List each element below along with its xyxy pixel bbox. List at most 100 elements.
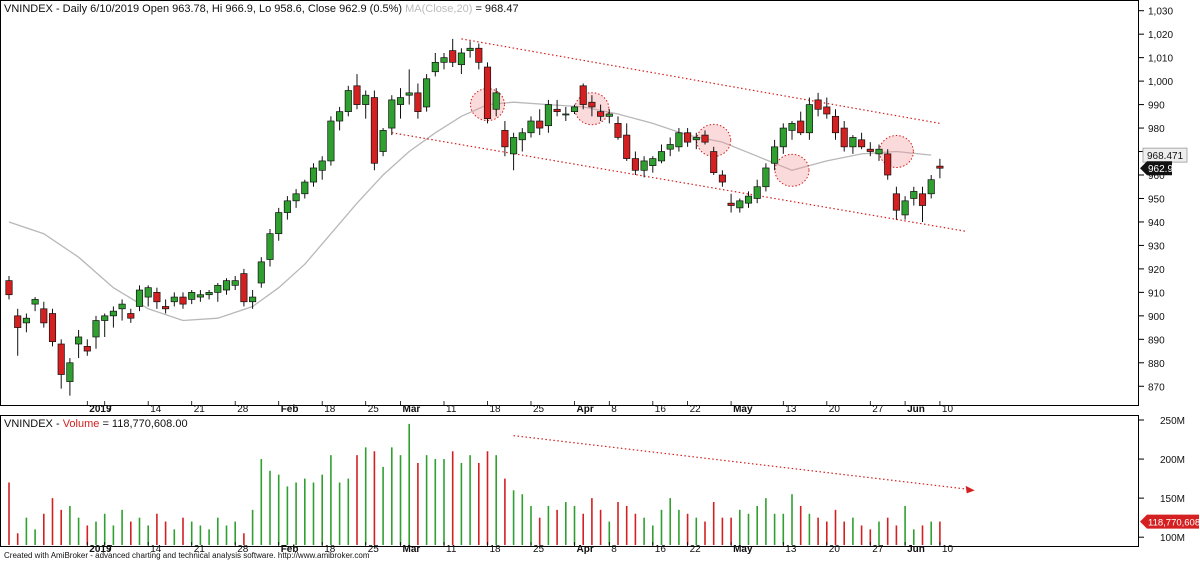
- volume-y-tick-label: 150M: [1160, 494, 1185, 505]
- candle-body: [657, 151, 666, 162]
- candle-body: [301, 181, 309, 195]
- candle: [840, 121, 848, 152]
- candle: [457, 48, 465, 75]
- candle-body: [214, 284, 222, 293]
- volume-header-symbol: VNINDEX -: [4, 418, 63, 430]
- candle: [414, 83, 422, 119]
- candle: [710, 146, 718, 176]
- price-x-tick-label: 16: [655, 404, 667, 415]
- candle: [762, 163, 770, 192]
- candle: [336, 106, 344, 131]
- candle: [318, 156, 326, 180]
- candle: [188, 290, 196, 305]
- candle: [249, 290, 257, 309]
- volume-x-tick-label: 25: [368, 544, 380, 555]
- candle-body: [275, 212, 283, 235]
- candlesticks: [5, 38, 944, 396]
- candle: [214, 282, 222, 302]
- candle-body: [640, 160, 648, 171]
- candle: [771, 139, 779, 171]
- candle: [823, 97, 831, 119]
- candle: [231, 275, 239, 291]
- candle: [396, 88, 405, 119]
- volume-x-tick-label: 22: [690, 544, 702, 555]
- price-x-tick-label: 2019: [89, 404, 112, 415]
- candle: [779, 123, 787, 154]
- candle: [266, 228, 274, 267]
- candle: [353, 74, 361, 110]
- candle: [405, 69, 413, 105]
- candle: [153, 287, 161, 309]
- candle-body: [292, 193, 300, 202]
- candle-body: [910, 191, 918, 199]
- price-x-tick-label: 22: [690, 404, 702, 415]
- candle: [858, 132, 866, 150]
- candle-body: [536, 120, 544, 129]
- candle: [83, 339, 91, 356]
- price-x-tick-label: 21: [194, 404, 206, 415]
- candle: [162, 299, 170, 314]
- price-panel-frame: [0, 0, 1139, 406]
- volume-header: VNINDEX - Volume = 118,770,608.00: [4, 418, 188, 430]
- price-x-tick-label: 13: [785, 404, 797, 415]
- candle: [849, 135, 857, 154]
- candle: [936, 158, 944, 179]
- candle: [666, 137, 674, 157]
- candle-body: [718, 174, 726, 183]
- candle: [483, 62, 492, 124]
- price-y-tick-label: 1,030: [1148, 7, 1173, 18]
- candle-body: [240, 273, 248, 303]
- price-y-tick-label: 950: [1148, 194, 1165, 205]
- candle: [309, 163, 318, 187]
- price-x-tick-label: 18: [324, 404, 336, 415]
- candle-body: [231, 280, 239, 286]
- price-x-tick-label: Jun: [907, 404, 925, 415]
- candle: [31, 297, 39, 312]
- price-x-tick-label: 20: [829, 404, 841, 415]
- price-y-tick-label: 930: [1148, 241, 1165, 252]
- candle: [788, 121, 796, 140]
- candle: [257, 257, 265, 288]
- candle-body: [823, 106, 831, 115]
- candle-body: [31, 299, 39, 305]
- volume-panel-frame: [0, 415, 1139, 547]
- candle: [918, 186, 927, 222]
- candle: [75, 329, 83, 359]
- volume-last-tag: [1140, 514, 1199, 529]
- candle: [431, 52, 439, 77]
- candle-body: [849, 137, 857, 148]
- candle-body: [788, 123, 796, 131]
- price-x-tick-label: 27: [872, 404, 884, 415]
- candle: [597, 104, 605, 122]
- candle: [170, 292, 178, 307]
- candle: [544, 99, 552, 133]
- candle: [884, 149, 892, 180]
- candle-body: [501, 130, 509, 148]
- candle-body: [353, 85, 361, 105]
- candle-body: [805, 104, 813, 134]
- candle-body: [188, 292, 196, 300]
- candle-body: [631, 158, 639, 171]
- candle: [301, 179, 309, 199]
- volume-x-tick-label: 2019: [89, 544, 112, 555]
- candle: [196, 290, 204, 302]
- candle: [22, 313, 30, 333]
- candle: [910, 186, 918, 206]
- price-x-tick-label: 7: [107, 404, 113, 415]
- candle: [579, 83, 587, 110]
- candle: [692, 132, 700, 150]
- candle-body: [127, 313, 135, 319]
- candle: [631, 151, 639, 176]
- price-header-ohlc: VNINDEX - Daily 6/10/2019 Open 963.78, H…: [4, 3, 403, 15]
- candle-body: [579, 85, 587, 105]
- highlight-circle-4: [774, 153, 810, 187]
- candle: [283, 196, 291, 220]
- candle-body: [22, 317, 30, 324]
- candle-body: [527, 120, 535, 134]
- candle: [814, 92, 822, 117]
- candle: [675, 128, 683, 152]
- candle: [275, 207, 283, 241]
